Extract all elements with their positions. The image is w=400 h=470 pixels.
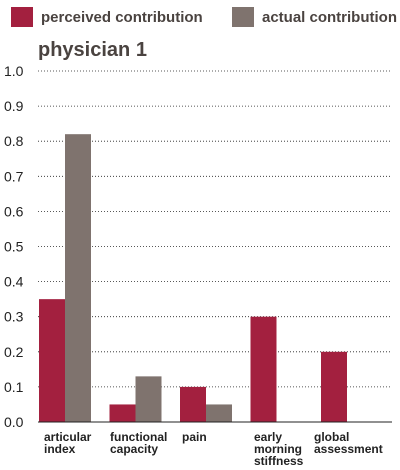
y-tick-label: 0.6 — [4, 203, 24, 219]
y-tick-label: 0.5 — [4, 239, 24, 255]
y-tick-label: 0.2 — [4, 344, 24, 360]
bar-1-1 — [39, 299, 65, 422]
y-tick-label: 0.9 — [4, 98, 24, 114]
legend-label-1: perceived contribution — [41, 9, 203, 26]
x-category-label: articular index — [44, 430, 92, 456]
legend-swatch-1 — [11, 7, 33, 27]
y-tick-label: 0.0 — [4, 414, 24, 430]
legend-label-2: actual contribution — [262, 9, 397, 26]
y-tick-label: 1.0 — [4, 63, 24, 79]
y-tick-label: 0.1 — [4, 379, 24, 395]
gridlines — [38, 70, 392, 388]
bar-1-5 — [321, 351, 347, 422]
y-tick-label: 0.7 — [4, 168, 24, 184]
bars — [39, 134, 347, 422]
bar-1-2 — [109, 404, 136, 422]
bar-1-4 — [250, 316, 277, 422]
y-axis-ticks: 0.0 0.1 0.2 0.3 0.4 0.5 0.6 0.7 0.8 0.9 1.0 — [4, 63, 24, 430]
bar-1-3 — [180, 386, 206, 422]
x-category-label: global assessment — [314, 430, 383, 456]
legend: perceived contribution actual contributio… — [11, 7, 397, 27]
legend-swatch-2 — [232, 7, 254, 27]
x-category-label: early morning stiffness — [254, 430, 304, 468]
x-axis-categories: articular index functional capacity pain earl… — [44, 430, 383, 468]
chart-title: physician 1 — [38, 39, 147, 61]
y-tick-label: 0.8 — [4, 133, 24, 149]
bar-2-1 — [65, 134, 91, 422]
y-tick-label: 0.4 — [4, 274, 24, 290]
x-category-label: pain — [182, 430, 207, 444]
y-tick-label: 0.3 — [4, 309, 24, 325]
bar-2-2 — [135, 376, 162, 422]
x-category-label: functional capacity — [110, 430, 167, 456]
bar-2-3 — [206, 404, 232, 422]
